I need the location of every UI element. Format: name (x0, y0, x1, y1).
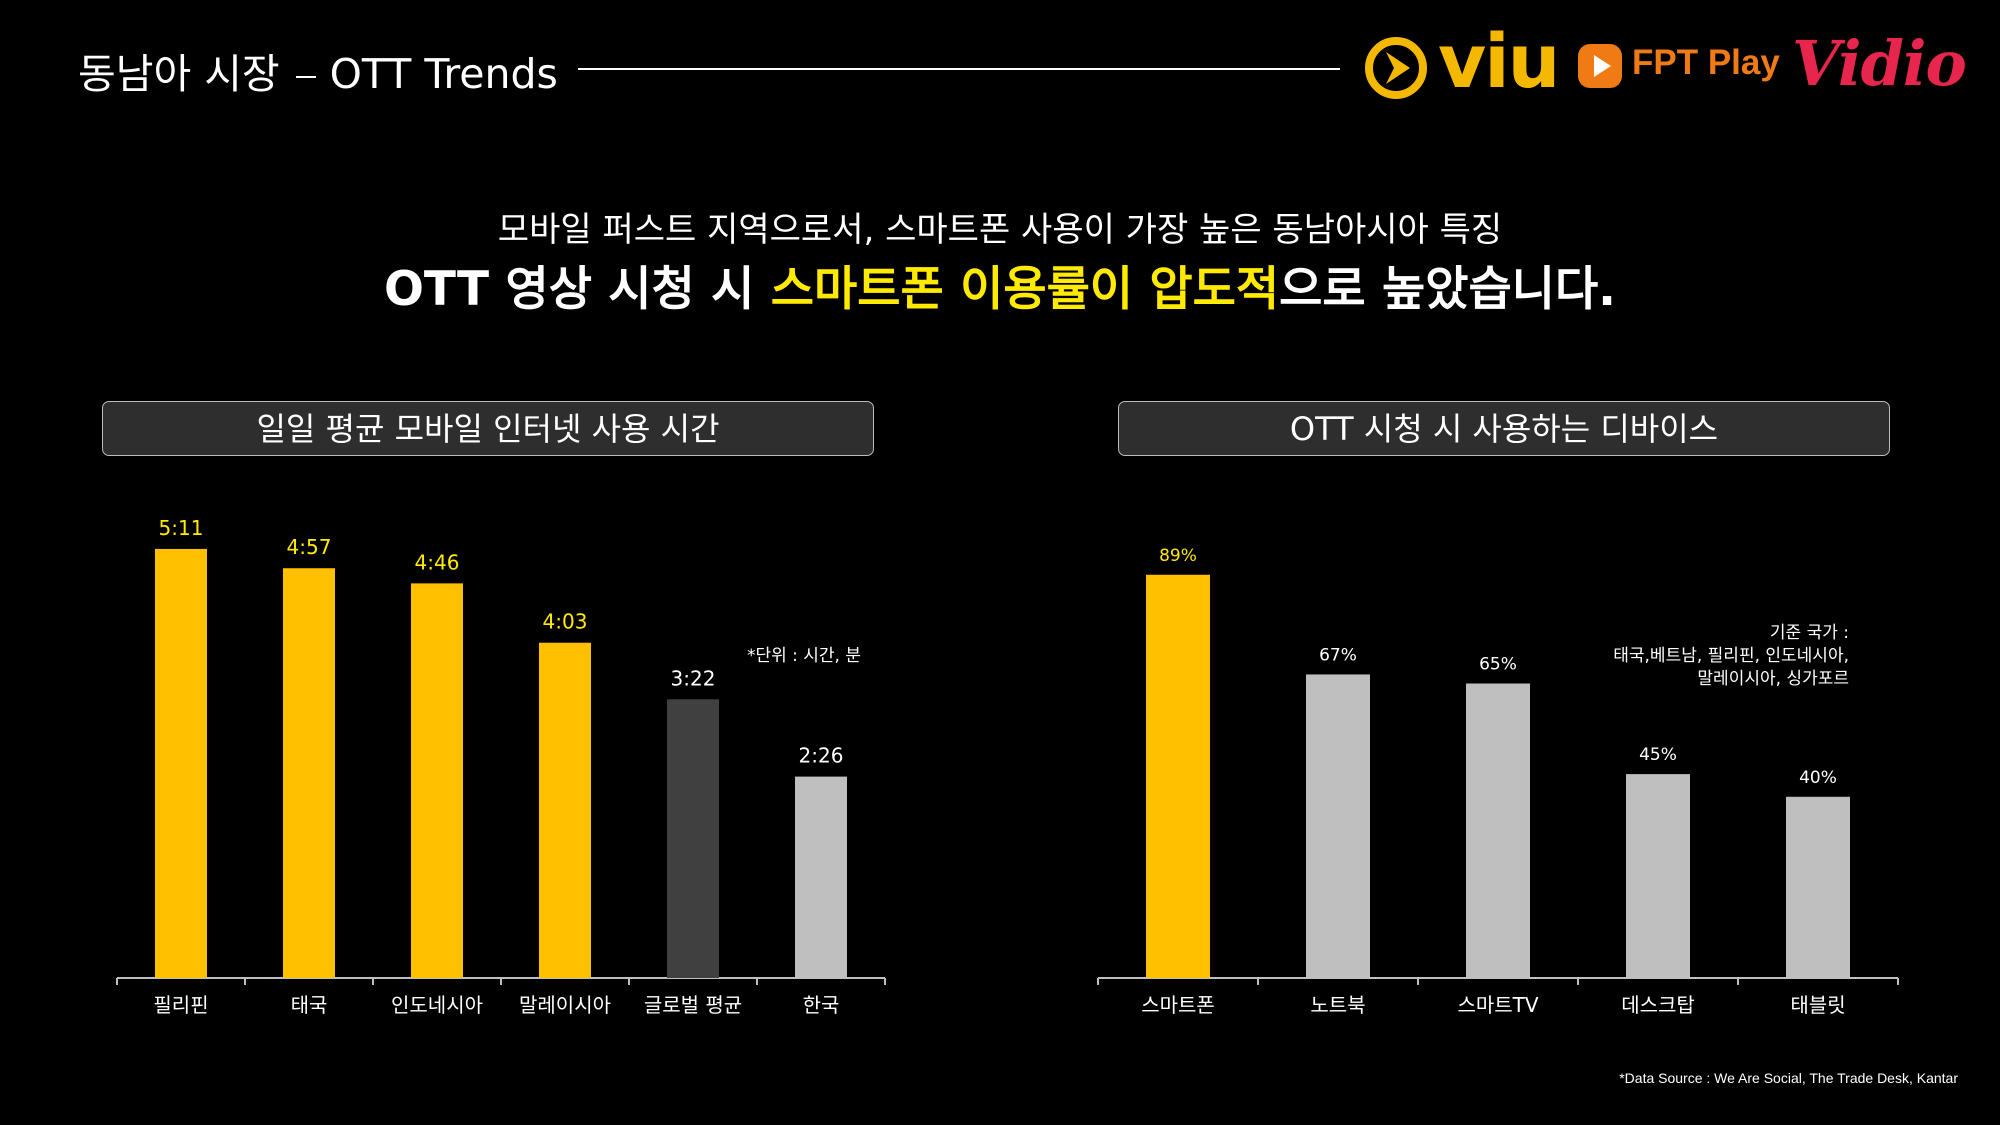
viu-play-icon (1365, 37, 1427, 99)
title-separator (295, 76, 316, 78)
chart2-bar-1 (1306, 674, 1370, 978)
chart1-category-label: 인도네시아 (391, 993, 483, 1017)
data-source-note: *Data Source : We Are Social, The Trade … (1619, 1070, 1958, 1086)
chart2-category-label: 태블릿 (1790, 993, 1845, 1017)
title-english: OTT Trends (329, 50, 558, 98)
chart2-value-label: 45% (1639, 745, 1677, 765)
chart1-category-label: 한국 (803, 993, 840, 1017)
chart1-bar-0 (155, 548, 207, 978)
headline-main: OTT 영상 시청 시 스마트폰 이용률이 압도적으로 높았습니다. (0, 250, 2000, 319)
chart2-value-label: 89% (1159, 546, 1197, 566)
headline-main-pre: OTT 영상 시청 시 (383, 262, 771, 317)
vidio-logo-text: Vidio (1792, 27, 1967, 100)
chart2-note-line: 말레이시아, 싱가포르 (1697, 669, 1849, 689)
chart2-bar-0 (1146, 574, 1210, 978)
fpt-logo-text: FPT Play (1632, 43, 1780, 82)
chart1-unit-note: *단위 : 시간, 분 (746, 646, 861, 666)
headline-main-highlight: 스마트폰 이용률이 압도적 (770, 262, 1280, 317)
chart2-note-line: 기준 국가 : (1769, 623, 1849, 643)
page-title: 동남아 시장 OTT Trends (78, 40, 558, 100)
headline-subtitle: 모바일 퍼스트 지역으로서, 스마트폰 사용이 가장 높은 동남아시아 특징 (497, 210, 1503, 250)
chart1-bar-5 (795, 776, 847, 978)
chart1-category-label: 필리핀 (153, 993, 208, 1017)
chart1-value-label: 4:46 (415, 550, 460, 574)
partner-logos: viu FPT Play Vidio (1362, 22, 1967, 104)
chart1-category-label: 말레이시아 (519, 993, 611, 1017)
chart2-note-line: 태국,베트남, 필리핀, 인도네시아, (1613, 646, 1849, 666)
chart2-country-note: 기준 국가 : 태국,베트남, 필리핀, 인도네시아, 말레이시아, 싱가포르 (1613, 622, 1849, 691)
chart1-value-label: 2:26 (799, 744, 844, 768)
chart2-value-label: 65% (1479, 655, 1517, 675)
title-korean: 동남아 시장 (78, 50, 280, 98)
viu-logo-text: viu (1438, 19, 1560, 105)
header-rule (578, 68, 1340, 70)
chart1-value-label: 4:03 (543, 610, 588, 634)
chart1-category-label: 글로벌 평균 (644, 993, 742, 1017)
chart2-category-label: 스마트폰 (1141, 993, 1215, 1017)
chart2-bar-3 (1626, 774, 1690, 978)
chart2-category-label: 스마트TV (1457, 993, 1538, 1017)
chart2-value-label: 67% (1319, 645, 1357, 665)
chart2-title-box: OTT 시청 시 사용하는 디바이스 (1118, 401, 1890, 456)
chart2-bar-4 (1786, 796, 1850, 978)
chart2-value-label: 40% (1799, 768, 1837, 788)
chart2-bar-2 (1466, 683, 1530, 978)
chart1-bar-4 (667, 699, 719, 978)
chart1-value-label: 3:22 (671, 666, 716, 690)
chart2-category-label: 노트북 (1310, 993, 1365, 1017)
headline-main-post: 으로 높았습니다. (1279, 262, 1617, 317)
chart1-bar-3 (539, 642, 591, 978)
chart2-category-label: 데스크탑 (1621, 993, 1695, 1017)
chart1-value-label: 4:57 (287, 535, 332, 559)
chart1-category-label: 태국 (291, 993, 328, 1017)
chart1-bar-2 (411, 583, 463, 978)
chart1-title-box: 일일 평균 모바일 인터넷 사용 시간 (102, 401, 874, 456)
chart1-bar-1 (283, 568, 335, 978)
chart1-value-label: 5:11 (159, 516, 204, 540)
fpt-play-icon (1578, 44, 1622, 88)
